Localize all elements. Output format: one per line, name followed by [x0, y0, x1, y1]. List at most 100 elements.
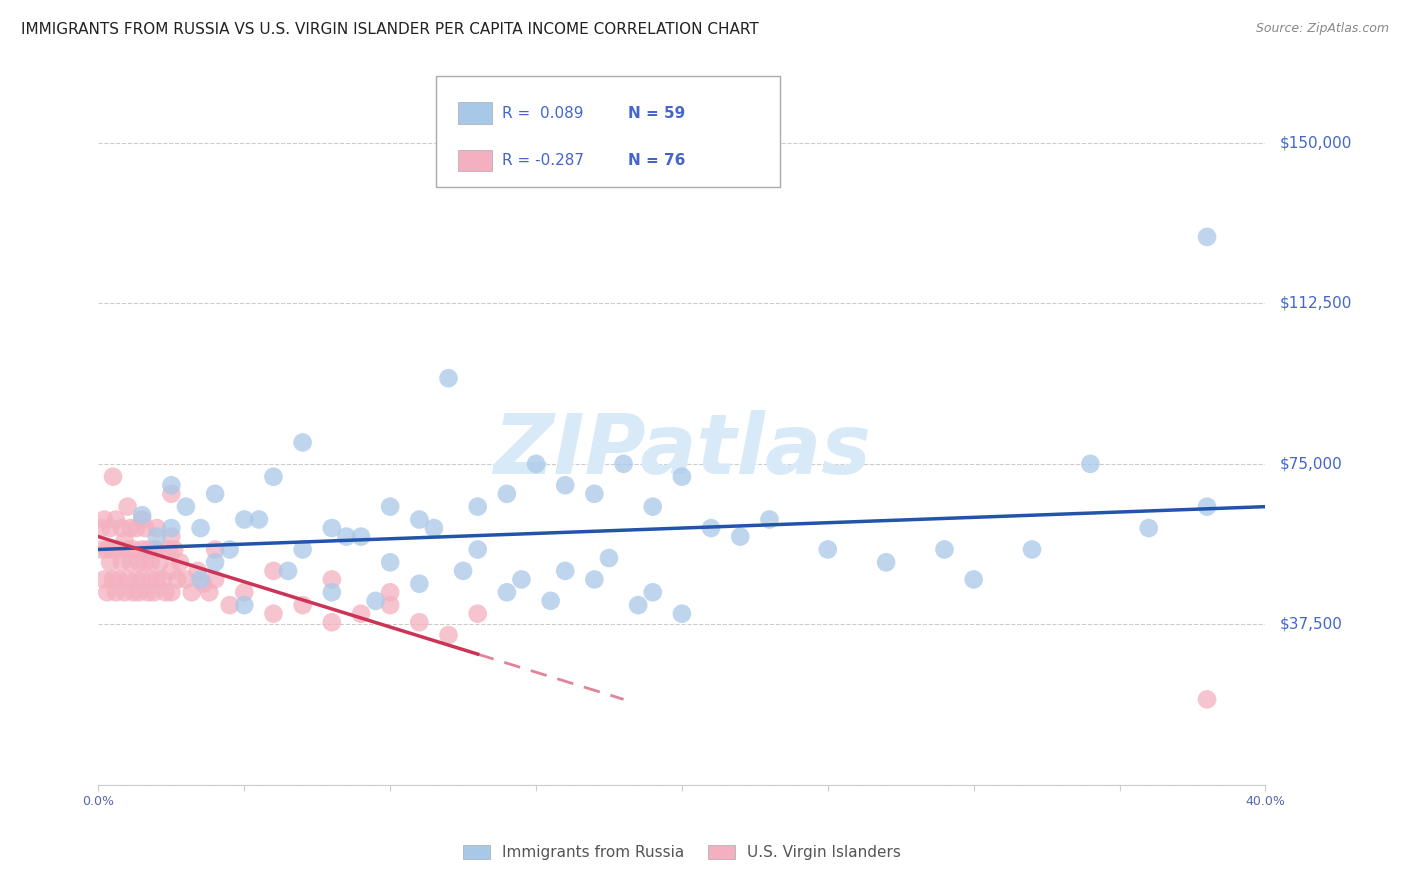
Point	[291, 542, 314, 557]
Point	[467, 500, 489, 514]
Point	[122, 542, 145, 557]
Point	[190, 521, 212, 535]
Point	[120, 521, 142, 535]
Text: ZIPatlas: ZIPatlas	[494, 410, 870, 491]
Text: IMMIGRANTS FROM RUSSIA VS U.S. VIRGIN ISLANDER PER CAPITA INCOME CORRELATION CHA: IMMIGRANTS FROM RUSSIA VS U.S. VIRGIN IS…	[21, 22, 759, 37]
Point	[218, 598, 240, 612]
Point	[451, 564, 474, 578]
Text: $150,000: $150,000	[1279, 136, 1353, 150]
Point	[204, 542, 226, 557]
Point	[142, 542, 165, 557]
Point	[277, 564, 299, 578]
Point	[875, 555, 897, 569]
Point	[671, 607, 693, 621]
Point	[101, 573, 124, 587]
Point	[700, 521, 723, 535]
Point	[204, 555, 226, 569]
Point	[554, 478, 576, 492]
Point	[934, 542, 956, 557]
Point	[122, 585, 145, 599]
Point	[423, 521, 446, 535]
Point	[146, 542, 169, 557]
Point	[108, 542, 131, 557]
Point	[262, 564, 284, 578]
Point	[204, 487, 226, 501]
Point	[114, 585, 136, 599]
Point	[962, 573, 984, 587]
Point	[467, 607, 489, 621]
Point	[160, 487, 183, 501]
Point	[98, 555, 121, 569]
Point	[233, 512, 256, 526]
Point	[190, 573, 212, 587]
Point	[120, 555, 142, 569]
Point	[174, 573, 197, 587]
Point	[93, 573, 115, 587]
Point	[180, 585, 202, 599]
Point	[125, 573, 148, 587]
Point	[139, 573, 162, 587]
Point	[128, 555, 150, 569]
Point	[262, 607, 284, 621]
Point	[1195, 500, 1218, 514]
Point	[641, 585, 664, 599]
Point	[111, 555, 134, 569]
Point	[641, 500, 664, 514]
Point	[160, 478, 183, 492]
Point	[758, 512, 780, 526]
Point	[671, 469, 693, 483]
Point	[131, 573, 153, 587]
Point	[291, 435, 314, 450]
Point	[817, 542, 839, 557]
Point	[128, 585, 150, 599]
Point	[96, 542, 118, 557]
Point	[152, 573, 174, 587]
Point	[218, 542, 240, 557]
Point	[90, 542, 112, 557]
Text: Source: ZipAtlas.com: Source: ZipAtlas.com	[1256, 22, 1389, 36]
Point	[380, 555, 402, 569]
Point	[321, 573, 343, 587]
Point	[131, 512, 153, 526]
Point	[554, 564, 576, 578]
Point	[104, 585, 127, 599]
Point	[166, 573, 188, 587]
Point	[437, 628, 460, 642]
Point	[160, 521, 183, 535]
Text: R =  0.089: R = 0.089	[502, 105, 583, 120]
Point	[380, 598, 402, 612]
Point	[117, 542, 139, 557]
Point	[131, 542, 153, 557]
Point	[583, 487, 606, 501]
Point	[321, 585, 343, 599]
Text: R = -0.287: R = -0.287	[502, 153, 583, 168]
Point	[90, 521, 112, 535]
Point	[321, 615, 343, 630]
Point	[142, 585, 165, 599]
Point	[321, 521, 343, 535]
Point	[93, 512, 115, 526]
Point	[1080, 457, 1102, 471]
Point	[149, 555, 172, 569]
Point	[496, 487, 519, 501]
Text: $75,000: $75,000	[1279, 457, 1343, 471]
Point	[136, 585, 159, 599]
Point	[117, 500, 139, 514]
Point	[524, 457, 547, 471]
Point	[193, 576, 215, 591]
Point	[291, 598, 314, 612]
Point	[583, 573, 606, 587]
Point	[730, 530, 752, 544]
Point	[104, 512, 127, 526]
Point	[101, 542, 124, 557]
Point	[233, 598, 256, 612]
Point	[134, 521, 156, 535]
Point	[408, 512, 430, 526]
Point	[131, 508, 153, 523]
Point	[117, 573, 139, 587]
Point	[134, 555, 156, 569]
Point	[408, 615, 430, 630]
Point	[146, 521, 169, 535]
Point	[380, 500, 402, 514]
Point	[612, 457, 634, 471]
